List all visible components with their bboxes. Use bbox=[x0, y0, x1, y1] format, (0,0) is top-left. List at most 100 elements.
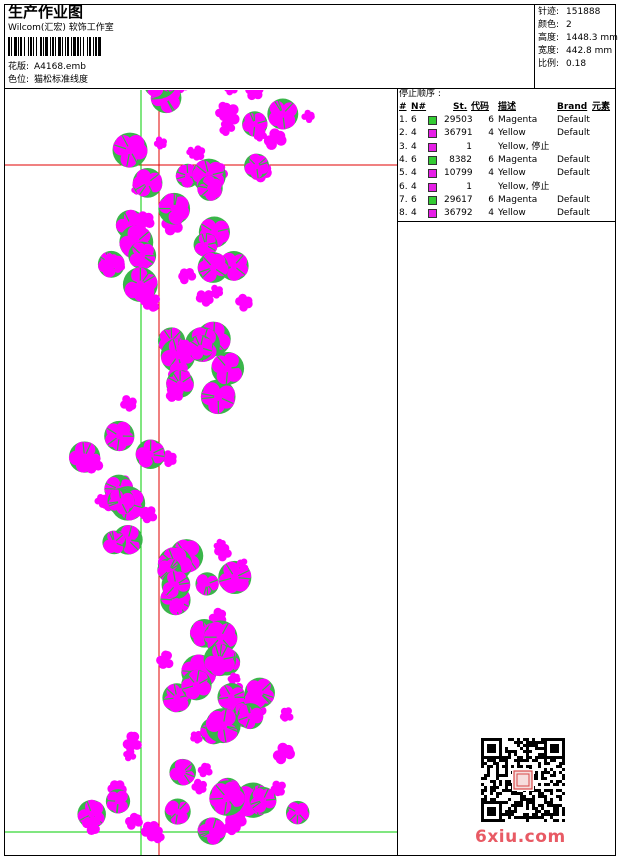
color-scheme: 猫松标准线度 bbox=[34, 75, 89, 85]
design-file: A4168.emb bbox=[34, 62, 86, 72]
flower bbox=[145, 90, 175, 99]
stop-cell-st: 1 bbox=[466, 181, 472, 192]
flower bbox=[203, 643, 236, 677]
flower bbox=[197, 762, 213, 778]
flower bbox=[205, 708, 241, 744]
stop-cell-num: 7. bbox=[399, 194, 408, 205]
flower bbox=[195, 290, 214, 307]
stop-cell-st: 36791 bbox=[444, 128, 473, 139]
flower bbox=[197, 252, 229, 283]
flower bbox=[272, 742, 295, 765]
stop-cell-desc: Magenta bbox=[498, 154, 538, 165]
flower bbox=[112, 132, 148, 168]
stop-cell-desc: Magenta bbox=[498, 115, 538, 125]
flower bbox=[270, 780, 286, 797]
stat-scale: 比例: 0.18 bbox=[538, 59, 587, 69]
flower bbox=[190, 145, 206, 161]
flower bbox=[161, 570, 191, 600]
flower bbox=[213, 538, 227, 552]
flower bbox=[134, 211, 155, 231]
flower bbox=[200, 379, 236, 415]
col-header-num: # bbox=[399, 102, 407, 112]
flower bbox=[104, 420, 135, 452]
stop-cell-n: 4 bbox=[411, 168, 417, 179]
flower bbox=[176, 339, 193, 356]
stat-colors: 颜色: 2 bbox=[538, 20, 572, 30]
flower bbox=[82, 816, 101, 835]
flower bbox=[181, 669, 212, 701]
stop-cell-num: 3. bbox=[399, 141, 408, 152]
stat-height: 高度: 1448.3 mm bbox=[538, 33, 618, 43]
stop-cell-brand: Default bbox=[557, 128, 590, 139]
col-header-desc: 描述 bbox=[498, 102, 517, 112]
flower bbox=[178, 268, 197, 285]
flower bbox=[169, 597, 184, 613]
stop-cell-code: 4 bbox=[488, 128, 494, 139]
flower bbox=[279, 707, 294, 722]
color-swatch bbox=[428, 209, 437, 219]
stop-cell-st: 1 bbox=[466, 141, 472, 152]
flower bbox=[156, 650, 174, 669]
stop-cell-st: 29503 bbox=[444, 115, 473, 125]
flower bbox=[263, 128, 287, 150]
flower bbox=[285, 800, 310, 825]
stop-cell-num: 2. bbox=[399, 128, 408, 139]
color-swatch bbox=[428, 116, 437, 125]
stop-cell-st: 36792 bbox=[444, 208, 473, 219]
stop-cell-num: 1. bbox=[399, 115, 408, 125]
flower bbox=[218, 251, 249, 281]
flower bbox=[122, 731, 142, 752]
stop-cell-st: 8382 bbox=[449, 154, 472, 165]
stop-cell-brand: Default bbox=[557, 194, 590, 205]
col-header-n: N# bbox=[411, 102, 427, 112]
flower bbox=[195, 572, 219, 596]
flower bbox=[142, 293, 161, 312]
flower bbox=[153, 136, 167, 150]
flower bbox=[120, 395, 137, 412]
stop-cell-desc: Yellow bbox=[498, 168, 526, 179]
flower bbox=[128, 241, 157, 270]
flower bbox=[249, 786, 277, 814]
flower bbox=[190, 730, 203, 744]
stop-cell-brand: Default bbox=[557, 208, 590, 219]
stop-cell-desc: Yellow, 停止 bbox=[498, 181, 550, 192]
page-frame bbox=[4, 4, 616, 856]
flower bbox=[245, 90, 264, 101]
flower bbox=[135, 439, 166, 470]
stop-cell-brand: Default bbox=[557, 115, 590, 125]
flower bbox=[102, 530, 127, 555]
color-swatch bbox=[428, 169, 437, 179]
table-bottom-rule bbox=[397, 221, 616, 222]
stats-divider bbox=[534, 4, 535, 88]
flower bbox=[211, 352, 245, 385]
flower bbox=[267, 98, 299, 130]
flower bbox=[107, 487, 135, 515]
col-header-element: 元素 bbox=[592, 102, 611, 112]
col-header-st: St. bbox=[453, 102, 468, 112]
color-swatch bbox=[428, 195, 437, 205]
stop-cell-code: 6 bbox=[488, 154, 494, 165]
color-swatch bbox=[428, 182, 437, 192]
design-label: 花版: bbox=[8, 62, 30, 72]
flower bbox=[222, 815, 241, 836]
flower bbox=[164, 798, 191, 825]
company-name: Wilcom(汇宏) 软饰工作室 bbox=[8, 23, 114, 33]
flower bbox=[82, 453, 104, 474]
flower bbox=[125, 812, 143, 830]
flower bbox=[208, 607, 227, 626]
flower bbox=[197, 175, 223, 201]
col-header-code: 代码 bbox=[471, 102, 490, 112]
flower bbox=[187, 334, 214, 361]
flower bbox=[110, 258, 126, 273]
stop-cell-n: 6 bbox=[411, 115, 417, 125]
flower bbox=[169, 758, 197, 786]
stop-cell-code: 4 bbox=[488, 208, 494, 219]
flower bbox=[132, 168, 163, 198]
stop-cell-desc: Magenta bbox=[498, 194, 538, 205]
flower bbox=[209, 780, 245, 816]
stop-cell-n: 4 bbox=[411, 128, 417, 139]
stop-cell-num: 8. bbox=[399, 208, 408, 219]
color-swatch bbox=[428, 155, 437, 165]
stop-cell-num: 6. bbox=[399, 181, 408, 192]
stop-cell-code: 4 bbox=[488, 168, 494, 179]
